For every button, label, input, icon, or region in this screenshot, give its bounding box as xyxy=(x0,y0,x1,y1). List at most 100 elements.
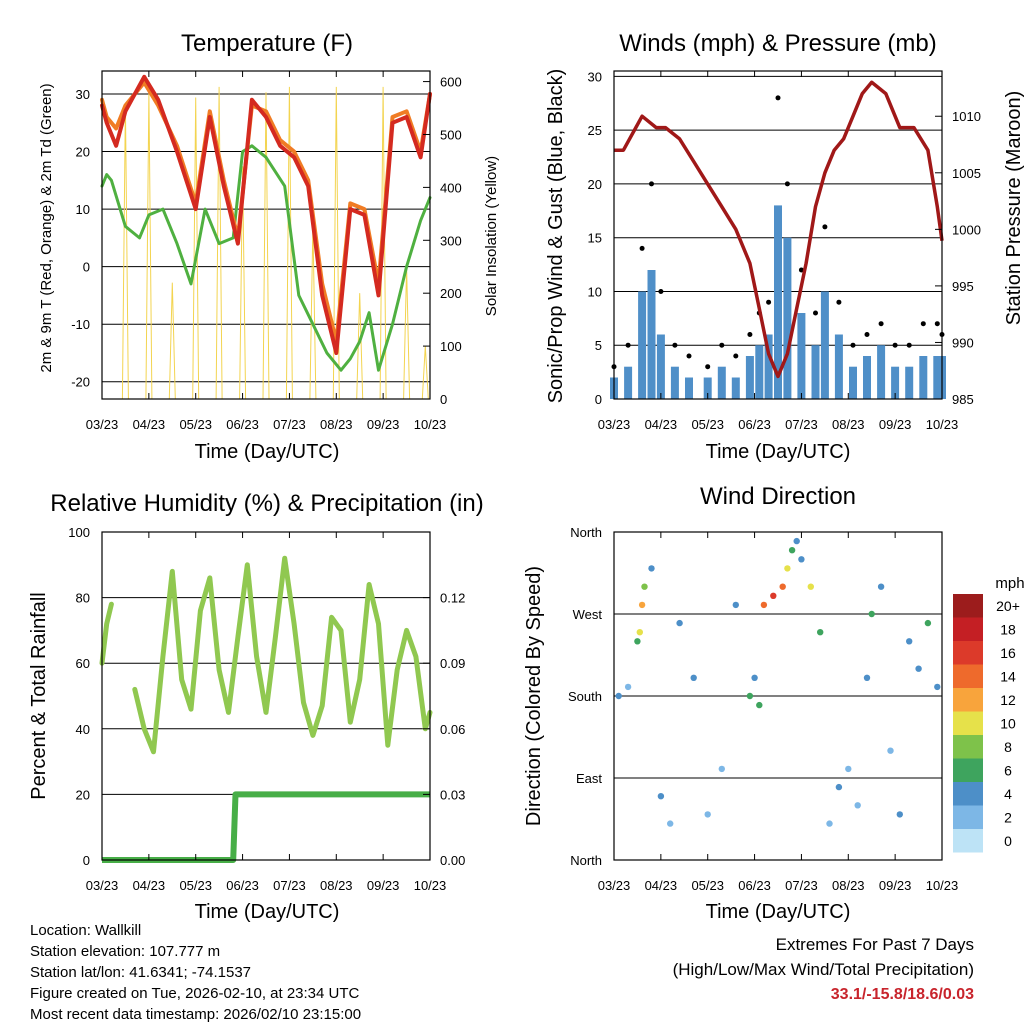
temperature-series xyxy=(100,74,432,400)
wind-bar xyxy=(820,291,829,399)
gust-point xyxy=(775,95,781,101)
wind-bar xyxy=(797,313,806,399)
x-tick-label: 10/23 xyxy=(926,878,959,893)
x-tick-label: 06/23 xyxy=(226,417,259,432)
direction-point xyxy=(667,820,674,827)
direction-point xyxy=(641,583,648,590)
gust-point xyxy=(625,342,631,348)
wind-bar xyxy=(703,377,712,399)
direction-point xyxy=(634,638,641,645)
wind-bar xyxy=(783,237,792,399)
wind-bar xyxy=(685,377,693,399)
gust-point xyxy=(798,267,804,273)
series-line-2m-td xyxy=(100,144,432,372)
gust-point xyxy=(784,181,790,187)
direction-ylabel: Direction (Colored By Speed) xyxy=(523,566,545,826)
y2-tick-label: 0.03 xyxy=(440,787,465,802)
direction-point xyxy=(779,583,786,590)
y2-tick-label: 1000 xyxy=(952,222,981,237)
y2-tick-label: 500 xyxy=(440,127,462,142)
gust-point xyxy=(649,181,654,187)
y2-tick-label: 1010 xyxy=(952,109,981,124)
x-tick-label: 09/23 xyxy=(879,878,912,893)
direction-point xyxy=(718,765,725,773)
solar-peak xyxy=(215,86,223,400)
direction-point xyxy=(657,793,665,800)
direction-point xyxy=(934,683,941,691)
wind-direction-panel: Wind Direction Time (Day/UTC) Direction … xyxy=(523,483,1024,923)
x-tick-label: 09/23 xyxy=(367,417,400,432)
direction-point xyxy=(746,692,754,700)
gust-point xyxy=(836,299,842,305)
y-tick-label: 0 xyxy=(83,260,90,275)
gust-point xyxy=(864,332,870,337)
wind-bar xyxy=(638,291,647,399)
colorbar-swatch xyxy=(953,758,983,782)
speed-colorbar: mph 20+ 18 16 14 12 10 8 6 4 2 0 xyxy=(953,575,1024,853)
direction-point xyxy=(798,556,805,563)
pressure-line xyxy=(614,80,944,379)
colorbar-label: 12 xyxy=(1000,692,1016,708)
direction-point xyxy=(845,765,852,773)
solar-peak xyxy=(262,92,270,400)
colorbar-swatch xyxy=(953,594,983,618)
x-tick-label: 06/23 xyxy=(226,878,259,893)
direction-point xyxy=(788,547,796,554)
colorbar-label: 16 xyxy=(1000,645,1016,661)
wind-bar xyxy=(863,356,871,399)
wind-bar xyxy=(919,356,928,399)
x-tick-label: 06/23 xyxy=(738,417,771,432)
x-tick-label: 04/23 xyxy=(133,417,166,432)
direction-point xyxy=(887,747,894,754)
x-tick-label: 05/23 xyxy=(179,878,212,893)
created-text: Figure created on Tue, 2026-02-10, at 23… xyxy=(30,985,360,1002)
extremes-subtitle: (High/Low/Max Wind/Total Precipitation) xyxy=(672,960,974,979)
x-tick-label: 08/23 xyxy=(832,878,865,893)
temperature-ylabel: 2m & 9m T (Red, Orange) & 2m Td (Green) xyxy=(38,83,55,372)
x-tick-label: 10/23 xyxy=(926,417,959,432)
x-tick-label: 03/23 xyxy=(598,878,631,893)
y-tick-label: 40 xyxy=(76,722,90,737)
y2-tick-label: 985 xyxy=(952,392,974,407)
colorbar-label: 2 xyxy=(1004,809,1012,825)
solar-peak xyxy=(379,86,387,400)
x-tick-label: 07/23 xyxy=(273,417,306,432)
y-tick-label: East xyxy=(576,771,602,786)
y-tick-label: South xyxy=(568,689,602,704)
x-tick-label: 03/23 xyxy=(598,417,631,432)
rh-series xyxy=(99,555,433,863)
y2-tick-label: 0.09 xyxy=(440,656,465,671)
direction-point xyxy=(704,811,711,818)
direction-point xyxy=(760,601,768,609)
direction-point xyxy=(854,802,861,809)
gust-point xyxy=(658,289,664,294)
x-tick-label: 04/23 xyxy=(133,878,166,893)
x-tick-label: 07/23 xyxy=(785,417,818,432)
x-tick-label: 08/23 xyxy=(320,417,353,432)
direction-point xyxy=(624,683,632,691)
wind-bar xyxy=(670,366,679,399)
x-tick-label: 08/23 xyxy=(832,417,865,432)
colorbar-swatch xyxy=(953,782,983,806)
solar-peak xyxy=(192,97,200,400)
colorbar-swatch xyxy=(953,617,983,641)
x-tick-label: 07/23 xyxy=(273,878,306,893)
gust-point xyxy=(906,342,912,348)
colorbar-swatch xyxy=(953,829,983,853)
y2-tick-label: 600 xyxy=(440,75,462,90)
direction-point xyxy=(793,537,800,545)
latlon-text: Station lat/lon: 41.6341; -74.1537 xyxy=(30,964,252,981)
y2-tick-label: 300 xyxy=(440,233,462,248)
temperature-panel: Temperature (F) Time (Day/UTC) 2m & 9m T… xyxy=(38,30,500,463)
gust-point xyxy=(766,299,772,305)
extremes-values: 33.1/-15.8/18.6/0.03 xyxy=(830,986,974,1003)
wind-bar xyxy=(905,366,914,399)
y-tick-label: 0 xyxy=(595,392,602,407)
recent-text: Most recent data timestamp: 2026/02/10 2… xyxy=(30,1006,362,1023)
y2-tick-label: 0.00 xyxy=(440,853,465,868)
colorbar-swatch xyxy=(953,805,983,829)
y2-tick-label: 200 xyxy=(440,286,462,301)
rh-title: Relative Humidity (%) & Precipitation (i… xyxy=(50,490,483,517)
winds-panel: Winds (mph) & Pressure (mb) Time (Day/UT… xyxy=(545,30,1024,463)
direction-point xyxy=(615,692,622,700)
